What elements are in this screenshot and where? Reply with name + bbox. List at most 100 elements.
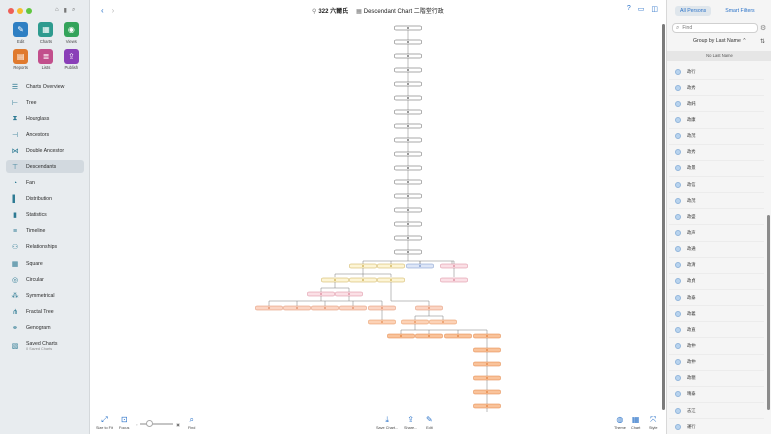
edit-button[interactable]: ✎ Edit [426, 415, 433, 430]
sidebar-item-fractal-tree[interactable]: ⋔ Fractal Tree [6, 305, 84, 318]
person-box-marker[interactable] [407, 237, 409, 239]
tag-icon[interactable]: ⌂ [55, 7, 59, 13]
person-list-item[interactable]: 政泰 [669, 290, 764, 307]
sidebar-item-distribution[interactable]: ▌ Distribution [6, 193, 84, 206]
group-by-select[interactable]: Group by Last Name ⌃ [693, 38, 747, 44]
person-box-marker[interactable] [486, 405, 488, 407]
person-list-item[interactable]: 政秀 [669, 80, 764, 97]
person-box-marker[interactable] [407, 83, 409, 85]
zoom-window-button[interactable] [26, 8, 32, 14]
person-box-marker[interactable] [407, 223, 409, 225]
zoom-knob[interactable] [146, 420, 154, 428]
chart-canvas[interactable] [90, 20, 662, 412]
person-list-item[interactable]: 政康 [669, 112, 764, 129]
sidebar-item-genogram[interactable]: ⚭ Genogram [6, 321, 84, 334]
person-box-marker[interactable] [334, 279, 336, 281]
help-icon[interactable]: ? [626, 5, 631, 12]
person-box-marker[interactable] [442, 321, 444, 323]
sidebar-item-statistics[interactable]: ▮ Statistics [6, 209, 84, 222]
person-box-marker[interactable] [390, 279, 392, 281]
person-box-marker[interactable] [296, 307, 298, 309]
person-search[interactable]: ⌕ [672, 23, 758, 33]
person-box-marker[interactable] [407, 55, 409, 57]
person-list-item[interactable]: 政仲 [669, 338, 764, 355]
person-box-marker[interactable] [486, 335, 488, 337]
tool-reports-button[interactable]: ▤ Reports [8, 48, 33, 70]
person-search-input[interactable] [682, 25, 753, 31]
tool-charts-button[interactable]: ▦ Charts [33, 22, 58, 44]
forward-icon[interactable]: › [111, 6, 115, 15]
person-box-marker[interactable] [486, 363, 488, 365]
person-list-item[interactable]: 政通 [669, 242, 764, 258]
person-list-item[interactable]: 政親 [669, 371, 764, 387]
bookmark-icon[interactable]: ▮ [63, 8, 67, 14]
sidebar-item-descendants[interactable]: ⊤ Descendants [6, 160, 84, 174]
person-box-marker[interactable] [428, 335, 430, 337]
find-button[interactable]: ⌕ Find [188, 415, 195, 430]
person-box-marker[interactable] [486, 391, 488, 393]
person-box-marker[interactable] [407, 195, 409, 197]
window-icon[interactable]: ▭ [637, 6, 645, 13]
person-list-item[interactable]: 政茂 [669, 129, 764, 145]
person-list-item[interactable]: 政清 [669, 258, 764, 274]
sidebar-item-hourglass[interactable]: ⧗ Hourglass [6, 112, 84, 125]
sidebar-item-saved-charts[interactable]: ▧ Saved Charts 0 Saved Charts [6, 338, 84, 354]
person-box-marker[interactable] [407, 139, 409, 141]
person-box-marker[interactable] [352, 307, 354, 309]
focus-button[interactable]: ⊡ Focus [119, 415, 129, 430]
person-list-item[interactable]: 政景 [669, 161, 764, 177]
person-box-marker[interactable] [407, 153, 409, 155]
person-box-marker[interactable] [407, 97, 409, 99]
person-list-item[interactable]: 運行 [669, 419, 764, 434]
person-list-item[interactable]: 政行 [669, 64, 764, 81]
person-box-marker[interactable] [400, 335, 402, 337]
person-list-item[interactable]: 政直 [669, 322, 764, 339]
person-box-marker[interactable] [407, 167, 409, 169]
zoom-out-icon[interactable]: ▫ [136, 421, 138, 427]
tab-all-persons[interactable]: All Persons [675, 6, 712, 16]
sidebar-toggle-icon[interactable]: ◫ [651, 6, 658, 13]
theme-button[interactable]: ◍ Theme [614, 415, 626, 430]
zoom-track[interactable] [140, 420, 174, 428]
sidebar-item-ancestors[interactable]: ⊣ Ancestors [6, 128, 84, 141]
person-list-item[interactable]: 政貞 [669, 274, 764, 290]
person-list-item[interactable]: 政仲 [669, 355, 764, 371]
share-button[interactable]: ⇪ Share... [404, 415, 417, 430]
search-icon[interactable]: ⌕ [71, 7, 76, 13]
person-list-item[interactable]: 晴泰 [669, 387, 764, 403]
person-box-marker[interactable] [457, 335, 459, 337]
sidebar-item-fan[interactable]: ◔ Fan [6, 177, 84, 190]
person-box-marker[interactable] [419, 265, 421, 267]
zoom-in-icon[interactable]: ▣ [176, 421, 180, 427]
person-list-item[interactable]: 政声 [669, 225, 764, 242]
sidebar-item-timeline[interactable]: ≡ Timeline [6, 225, 84, 238]
person-box-marker[interactable] [453, 265, 455, 267]
person-box-marker[interactable] [348, 293, 350, 295]
person-box-marker[interactable] [407, 111, 409, 113]
sidebar-item-symmetrical[interactable]: ⁂ Symmetrical [6, 289, 84, 302]
person-box-marker[interactable] [381, 307, 383, 309]
sidebar-item-circular[interactable]: ◎ Circular [6, 273, 84, 286]
tool-lists-button[interactable]: ≣ Lists [33, 48, 58, 70]
person-box-marker[interactable] [407, 181, 409, 183]
person-box-marker[interactable] [268, 307, 270, 309]
person-box-marker[interactable] [362, 265, 364, 267]
person-box-marker[interactable] [407, 251, 409, 253]
tool-views-button[interactable]: ◉ Views [59, 22, 84, 44]
tool-edit-button[interactable]: ✎ Edit [8, 22, 33, 44]
sidebar-item-square[interactable]: ▦ Square [6, 257, 84, 270]
person-list-item[interactable]: 政盛 [669, 209, 764, 226]
person-list-item[interactable]: 政信 [669, 177, 764, 194]
person-title[interactable]: 322 六爾氏 [318, 9, 349, 15]
person-box-marker[interactable] [407, 41, 409, 43]
sidebar-item-tree[interactable]: ⊢ Tree [6, 96, 84, 109]
person-box-marker[interactable] [453, 279, 455, 281]
person-box-marker[interactable] [407, 69, 409, 71]
person-box-marker[interactable] [407, 125, 409, 127]
close-window-button[interactable] [8, 8, 14, 14]
chart-options-button[interactable]: ▦ Chart [631, 415, 640, 430]
person-list-item[interactable]: 政秀 [669, 145, 764, 161]
person-box-marker[interactable] [407, 27, 409, 29]
person-box-marker[interactable] [407, 209, 409, 211]
sort-icon[interactable]: ⇅ [760, 39, 766, 45]
